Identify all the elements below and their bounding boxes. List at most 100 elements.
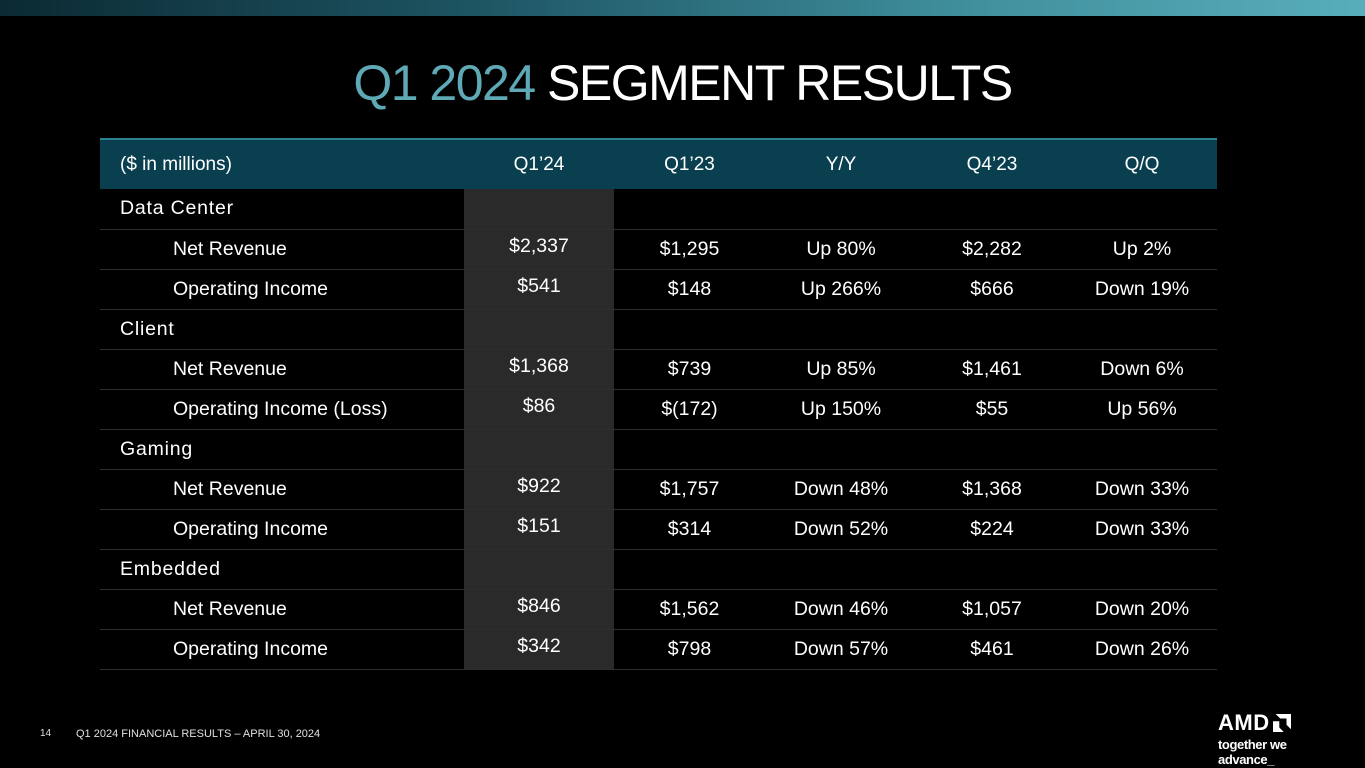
row-label: Operating Income [173,637,329,660]
table-cell [765,309,917,349]
table-cell: Down 48% [793,477,889,500]
table-cell: $1,368 [464,349,614,389]
table-cell [464,189,614,229]
row-label: Net Revenue [173,357,287,380]
table-cell: $1,757 [659,477,720,500]
table-cell: Up 85% [806,357,876,380]
row-label: Operating Income (Loss) [173,397,388,420]
segment-label: Client [120,317,175,340]
table-cell: Down 6% [1100,357,1184,380]
table-cell [1067,429,1217,469]
row-label: Net Revenue [173,597,287,620]
table-cell: $55 [975,397,1009,420]
table-cell: $1,368 [962,477,1022,500]
table-cell: Up 2% [1112,237,1172,260]
row-label: Operating Income [173,277,329,300]
table-cell [464,309,614,349]
segment-results-table: ($ in millions) Q1’24 Q1’23 Y/Y Q4’23 Q/Q Dat… [100,138,1217,670]
row-label: Operating Income [173,517,329,540]
logo-tagline: together we advance_ [1218,737,1287,767]
amd-logo: AMD together we advance_ [1218,712,1328,767]
table-cell: Down 57% [793,637,889,660]
table-cell [1067,549,1217,589]
column-header: Y/Y [825,153,857,175]
segment-results-table-container: ($ in millions) Q1’24 Q1’23 Y/Y Q4’23 Q/Q Dat… [100,138,1217,670]
logo-wordmark: AMD [1218,712,1328,734]
table-cell [917,429,1067,469]
table-cell: Down 33% [1094,477,1190,500]
table-row: Operating Income $541 $148 Up 266% $666 Down … [100,269,1217,309]
table-cell: $(172) [661,397,718,420]
column-header: Q1’23 [664,153,715,175]
table-cell: $1,057 [962,597,1022,620]
segment-label: Gaming [120,437,194,460]
table-row: Operating Income $151 $314 Down 52% $224 Down… [100,509,1217,549]
table-cell: $224 [970,517,1014,540]
table-cell: $846 [464,589,614,629]
table-cell [614,309,765,349]
footer-text: Q1 2024 FINANCIAL RESULTS – APRIL 30, 20… [76,728,321,740]
cell-value: $86 [522,394,556,417]
table-cell: Up 80% [806,237,876,260]
table-cell [917,189,1067,229]
table-cell [765,549,917,589]
table-cell: $1,295 [659,237,720,260]
table-cell [917,309,1067,349]
table-cell [464,429,614,469]
cell-value: $1,368 [509,354,569,377]
segment-label: Embedded [120,557,221,580]
table-cell: Down 20% [1094,597,1190,620]
title-accent: Q1 2024 [353,55,536,111]
row-label: Net Revenue [173,477,287,500]
table-cell: $739 [667,357,712,380]
segment-row: Client [100,309,1217,349]
table-cell: Down 19% [1094,277,1190,300]
table-cell: $541 [464,269,614,309]
table-cell: $922 [464,469,614,509]
table-cell: $798 [667,637,712,660]
table-cell: Up 266% [800,277,882,300]
table-cell [614,189,765,229]
page-number: 14 [40,728,52,739]
segment-row: Embedded [100,549,1217,589]
table-row: Net Revenue $922 $1,757 Down 48% $1,368 Down … [100,469,1217,509]
table-cell [1067,309,1217,349]
cell-value: $846 [517,594,561,617]
column-header: Q1’24 [513,153,565,175]
table-cell [765,429,917,469]
table-cell: $666 [970,277,1014,300]
table-cell [614,549,765,589]
table-body: Data Center Net Revenue $2,337 $1,295 Up 80%… [100,189,1217,669]
table-cell: Down 46% [793,597,889,620]
table-cell: $86 [464,389,614,429]
table-cell [464,549,614,589]
table-cell: $461 [970,637,1014,660]
table-cell [1067,189,1217,229]
cell-value: $922 [517,474,561,497]
table-cell: Down 33% [1094,517,1190,540]
table-cell: $148 [667,277,712,300]
table-row: Net Revenue $846 $1,562 Down 46% $1,057 Down … [100,589,1217,629]
table-cell: Up 56% [1107,397,1177,420]
top-gradient-bar [0,0,1365,16]
slide-title: Q1 2024 SEGMENT RESULTS [0,52,1365,114]
table-cell: $151 [464,509,614,549]
table-row: Net Revenue $2,337 $1,295 Up 80% $2,282 Up 2% [100,229,1217,269]
amd-arrow-icon [1272,714,1291,732]
cell-value: $342 [517,634,561,657]
table-cell [614,429,765,469]
column-header: Q4’23 [966,153,1018,175]
table-row: Operating Income (Loss) $86 $(172) Up 150% $… [100,389,1217,429]
table-row: Net Revenue $1,368 $739 Up 85% $1,461 Down 6% [100,349,1217,389]
cell-value: $541 [517,274,561,297]
table-cell: Down 26% [1094,637,1190,660]
table-cell: $1,461 [962,357,1022,380]
segment-label: Data Center [120,197,234,220]
table-cell: $2,337 [464,229,614,269]
cell-value: $2,337 [509,234,569,257]
table-cell: Down 52% [793,517,889,540]
title-main: SEGMENT RESULTS [547,55,1013,111]
table-cell [917,549,1067,589]
table-cell: $314 [667,517,712,540]
table-cell: $2,282 [962,237,1022,260]
